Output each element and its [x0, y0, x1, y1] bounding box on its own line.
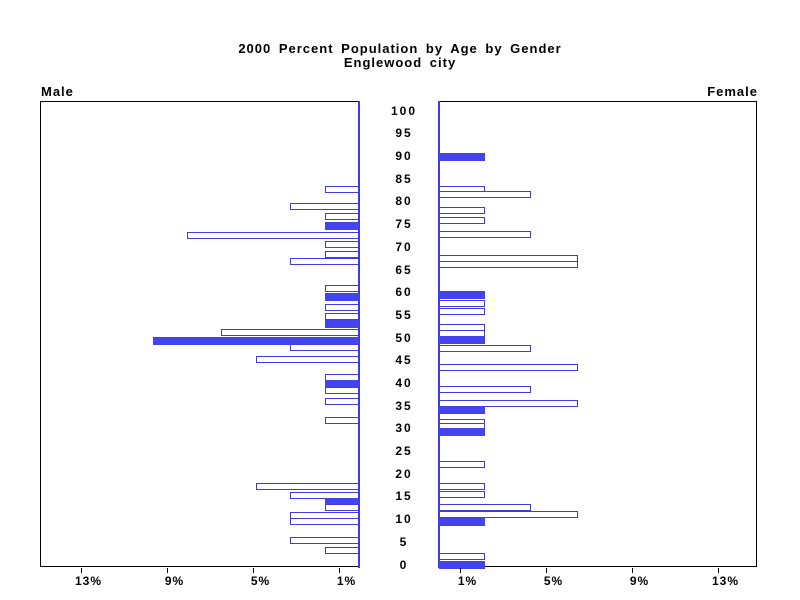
age-tick-label: 0 [399, 557, 409, 572]
age-tick-label: 45 [395, 353, 413, 368]
age-tick-label: 100 [390, 103, 418, 118]
age-tick-label: 20 [395, 466, 413, 481]
age-tick-label: 50 [395, 330, 413, 345]
percent-tick-label: 9% [164, 574, 185, 588]
female-bar [439, 260, 578, 268]
male-bar [290, 536, 359, 544]
percent-tick [717, 568, 719, 573]
age-tick-label: 40 [395, 375, 413, 390]
female-bar [439, 552, 485, 560]
age-tick-label: 65 [395, 262, 413, 277]
male-bar [325, 212, 359, 220]
female-panel-label: Female [707, 84, 758, 99]
age-tick-label: 70 [395, 239, 413, 254]
female-bar [439, 300, 485, 308]
female-bar [439, 216, 485, 224]
male-bar [187, 232, 359, 239]
male-bar [256, 355, 359, 363]
male-bar [290, 491, 359, 499]
percent-tick [459, 568, 461, 573]
male-bar [325, 379, 359, 388]
male-bar [290, 517, 359, 525]
percent-tick-label: 1% [336, 574, 357, 588]
male-bar [325, 186, 359, 194]
age-tick-label: 10 [395, 512, 413, 527]
female-bar [439, 191, 531, 199]
female-bar [439, 290, 485, 299]
male-bar [290, 203, 359, 211]
percent-tick [252, 568, 254, 573]
female-bar [439, 308, 485, 316]
chart-title: 2000 Percent Population by Age by Gender [238, 41, 562, 56]
female-bar [439, 230, 531, 238]
female-bar [439, 336, 485, 345]
male-bar [290, 344, 359, 352]
female-bar [439, 406, 485, 415]
male-panel-label: Male [41, 84, 74, 99]
male-bar [325, 304, 359, 312]
percent-tick [166, 568, 168, 573]
female-bar [439, 152, 485, 161]
female-bar [439, 329, 485, 337]
female-bar [439, 491, 485, 499]
age-tick-label: 55 [395, 307, 413, 322]
male-bar [325, 221, 359, 230]
chart-subtitle: Englewood city [343, 55, 457, 70]
male-bar [325, 497, 359, 506]
percent-tick-label: 9% [629, 574, 650, 588]
female-bar [439, 461, 485, 469]
female-bar [439, 345, 531, 353]
female-panel [438, 101, 757, 567]
female-bar [439, 206, 485, 214]
age-tick-label: 90 [395, 149, 413, 163]
age-tick-label: 5 [399, 534, 409, 549]
percent-tick [631, 568, 633, 573]
age-tick-label: 95 [395, 126, 413, 141]
female-bar [439, 483, 485, 490]
male-bar [325, 320, 359, 329]
age-tick-label: 15 [395, 489, 413, 504]
male-bar [325, 250, 359, 258]
male-bar [325, 285, 359, 293]
female-bar [439, 399, 578, 407]
male-bar [290, 257, 359, 265]
percent-tick-label: 5% [543, 574, 564, 588]
male-bar [325, 313, 359, 321]
male-bar [325, 546, 359, 554]
female-bar [439, 560, 485, 569]
age-tick-label: 80 [395, 194, 413, 209]
percent-tick-label: 1% [457, 574, 478, 588]
male-bar [325, 398, 359, 406]
female-bar [439, 386, 531, 394]
male-bar [325, 503, 359, 511]
age-tick-label: 85 [395, 171, 413, 186]
percent-tick [338, 568, 340, 573]
percent-tick [80, 568, 82, 573]
age-tick-label: 30 [395, 421, 413, 436]
female-bar [439, 510, 578, 518]
male-bar [221, 329, 359, 337]
female-bar [439, 364, 578, 372]
percent-tick-label: 13% [74, 574, 103, 588]
age-tick-label: 60 [395, 285, 413, 300]
percent-tick [545, 568, 547, 573]
percent-tick-label: 5% [250, 574, 271, 588]
age-tick-label: 35 [395, 398, 413, 413]
age-tick-label: 25 [395, 444, 413, 458]
male-bar [325, 293, 359, 302]
male-bar [325, 416, 359, 424]
age-tick-label: 75 [395, 217, 413, 232]
male-bar [153, 337, 359, 346]
male-zero-axis [358, 101, 360, 568]
female-bar [439, 518, 485, 527]
male-bar [256, 483, 359, 490]
female-bar [439, 427, 485, 436]
percent-tick-label: 13% [711, 574, 740, 588]
male-bar [325, 387, 359, 395]
male-bar [325, 240, 359, 248]
